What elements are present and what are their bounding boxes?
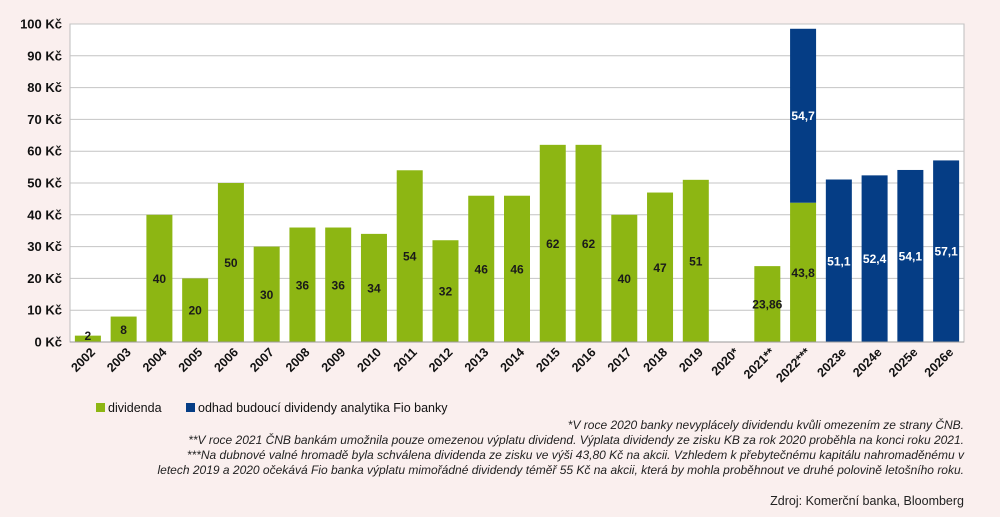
legend-label-estimate: odhad budoucí dividendy analytika Fio ba… (198, 401, 448, 415)
bar-dividend (754, 266, 781, 342)
x-tick-label: 2018 (641, 345, 671, 375)
bar-dividend (504, 195, 530, 342)
y-tick-label: 70 Kč (27, 112, 62, 127)
legend-label-dividend: dividenda (108, 401, 162, 415)
bar-dividend (110, 316, 137, 342)
y-tick-label: 30 Kč (27, 239, 62, 254)
legend-swatch-estimate (186, 403, 195, 412)
data-label: 51,1 (827, 254, 851, 268)
x-tick-label: 2010 (355, 345, 385, 375)
x-tick-label: 2024e (850, 345, 885, 380)
x-tick-label: 2006 (211, 345, 241, 375)
data-label: 20 (188, 304, 202, 318)
data-label: 2 (85, 329, 92, 343)
data-label: 51 (689, 254, 703, 268)
y-tick-label: 0 Kč (35, 335, 62, 350)
data-label: 62 (546, 237, 560, 251)
x-tick-label: 2022*** (773, 345, 813, 385)
y-tick-label: 50 Kč (27, 176, 62, 191)
footnotes: *V roce 2020 banky nevyplácely dividendu… (158, 418, 965, 478)
x-tick-label: 2009 (319, 345, 349, 375)
x-tick-label: 2012 (426, 345, 456, 375)
bar-dividend (253, 246, 280, 342)
data-label: 54 (403, 250, 417, 264)
data-label: 47 (653, 261, 667, 275)
data-label: 54,7 (791, 109, 815, 123)
x-tick-label: 2023e (814, 345, 849, 380)
bar-estimate (897, 169, 924, 342)
y-tick-label: 20 Kč (27, 271, 62, 286)
bar-estimate (825, 179, 852, 342)
bar-dividend (468, 195, 495, 342)
data-label: 46 (475, 262, 489, 276)
bar-dividend (539, 144, 566, 342)
bar-dividend (360, 233, 387, 342)
data-label: 50 (224, 256, 238, 270)
data-label: 32 (439, 285, 453, 299)
bar-dividend (647, 192, 674, 342)
data-label: 57,1 (934, 245, 958, 259)
legend-swatch-dividend (96, 403, 105, 412)
y-tick-label: 60 Kč (27, 144, 62, 159)
y-tick-label: 10 Kč (27, 303, 62, 318)
x-tick-label: 2017 (605, 345, 635, 375)
data-label: 30 (260, 288, 274, 302)
bar-dividend (217, 183, 244, 342)
bar-dividend (790, 202, 817, 342)
x-tick-label: 2015 (533, 345, 563, 375)
data-label: 54,1 (899, 249, 923, 263)
y-tick-label: 90 Kč (27, 48, 62, 63)
bar-estimate (790, 28, 817, 203)
bar-dividend (396, 170, 423, 342)
x-tick-label: 2008 (283, 345, 313, 375)
y-tick-label: 80 Kč (27, 80, 62, 95)
x-tick-label: 2021** (741, 345, 778, 382)
data-label: 62 (582, 237, 596, 251)
bar-dividend (74, 335, 101, 342)
x-tick-label: 2020* (709, 345, 742, 378)
x-tick-label: 2016 (569, 345, 599, 375)
data-label: 40 (618, 272, 632, 286)
x-tick-label: 2007 (247, 345, 277, 375)
bar-dividend (682, 179, 709, 342)
footnote-3: ***Na dubnové valné hromadě byla schvále… (186, 448, 964, 462)
x-tick-label: 2004 (140, 345, 170, 375)
x-tick-label: 2003 (104, 345, 134, 375)
data-label: 8 (120, 323, 127, 337)
x-tick-label: 2014 (498, 345, 528, 375)
data-label: 36 (332, 278, 346, 292)
x-tick-label: 2013 (462, 345, 492, 375)
source-note: Zdroj: Komerční banka, Bloomberg (770, 494, 964, 508)
x-tick-label: 2011 (391, 345, 420, 374)
data-label: 36 (296, 278, 310, 292)
data-label: 40 (153, 272, 167, 286)
data-label: 34 (367, 281, 381, 295)
y-tick-label: 40 Kč (27, 207, 62, 222)
data-label: 43,8 (791, 266, 815, 280)
footnote-4: letech 2019 a 2020 očekává Fio banka výp… (157, 463, 965, 477)
x-tick-label: 2019 (676, 345, 706, 375)
bar-dividend (182, 278, 209, 342)
bar-dividend (611, 214, 638, 342)
bar-dividend (325, 227, 352, 342)
x-tick-label: 2026e (922, 345, 957, 380)
bar-dividend (575, 144, 602, 342)
y-tick-label: 100 Kč (20, 17, 62, 32)
footnote-2: **V roce 2021 ČNB bankám umožnila pouze … (188, 433, 964, 447)
footnote-1: *V roce 2020 banky nevyplácely dividendu… (567, 418, 964, 432)
x-tick-label: 2005 (176, 345, 206, 375)
bar-dividend (289, 227, 316, 342)
data-label: 52,4 (863, 252, 887, 266)
data-label: 46 (510, 262, 524, 276)
x-tick-label: 2025e (886, 345, 921, 380)
bar-dividend (146, 214, 173, 342)
x-tick-label: 2002 (68, 345, 98, 375)
bar-estimate (933, 160, 960, 342)
bar-estimate (861, 175, 888, 342)
data-label: 23,86 (752, 298, 782, 312)
bar-dividend (432, 240, 459, 342)
